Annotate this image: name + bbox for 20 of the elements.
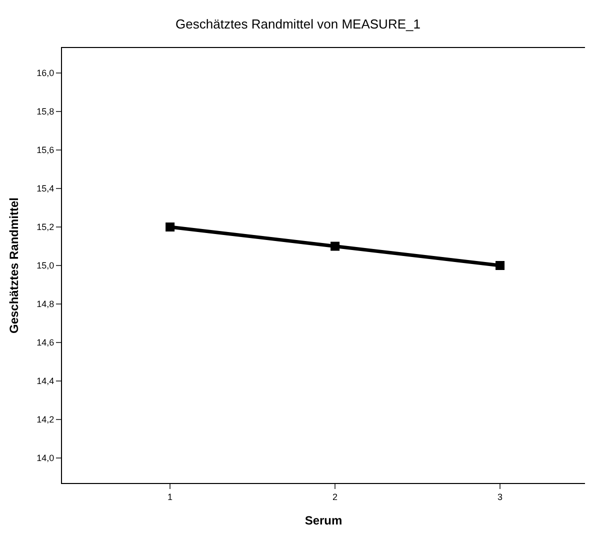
y-tick-label: 15,6: [36, 145, 54, 156]
y-tick-label: 15,8: [36, 106, 54, 117]
y-tick-label: 14,6: [36, 338, 54, 348]
y-tick-label: 15,2: [36, 222, 54, 232]
point: [166, 222, 175, 232]
y-tick-label: 14,2: [36, 414, 54, 425]
x-axis-title: Serum: [304, 514, 342, 528]
y-tick-label: 14,8: [36, 299, 54, 310]
y-axis-title: Geschätztes Randmittel: [6, 197, 21, 334]
y-tick-label: 15,0: [36, 260, 54, 271]
x-tick-label: 2: [332, 492, 338, 502]
point: [496, 261, 505, 270]
x-tick-label: 1: [168, 492, 173, 502]
x-tick-label: 3: [498, 492, 503, 502]
y-tick-label: 14,0: [36, 453, 54, 464]
chart-title: Geschätztes Randmittel von MEASURE_1: [176, 16, 420, 32]
y-tick-label: 16,0: [36, 68, 54, 78]
y-tick-label: 14,4: [36, 376, 54, 386]
point: [330, 242, 340, 251]
y-tick-label: 15,4: [36, 184, 54, 194]
